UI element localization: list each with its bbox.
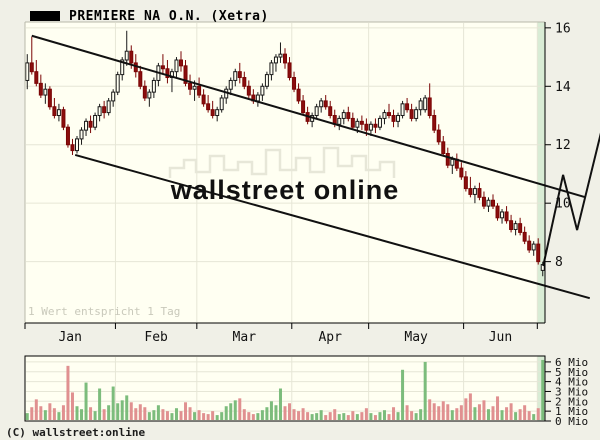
price-axis: 16 14 12 10 8 <box>545 21 571 270</box>
trend-channel <box>31 34 591 300</box>
svg-text:0 Mio: 0 Mio <box>555 415 588 428</box>
lower-channel-line <box>74 154 591 300</box>
svg-text:Jun: Jun <box>489 330 512 345</box>
period-note: 1 Wert entspricht 1 Tag <box>28 305 181 318</box>
svg-text:wallstreet online: wallstreet online <box>170 175 400 205</box>
svg-text:10: 10 <box>555 197 571 212</box>
candles <box>25 30 545 277</box>
plot-backgrounds <box>25 22 545 421</box>
copyright-label: (C) wallstreet:online <box>6 426 146 439</box>
svg-text:Feb: Feb <box>144 330 168 345</box>
projection-line <box>542 132 600 267</box>
upper-channel-line <box>31 34 586 199</box>
svg-text:2 Mio: 2 Mio <box>555 395 588 408</box>
svg-text:16: 16 <box>555 21 571 36</box>
svg-text:May: May <box>404 330 428 345</box>
svg-text:5 Mio: 5 Mio <box>555 366 588 379</box>
svg-text:14: 14 <box>555 80 571 95</box>
svg-text:3 Mio: 3 Mio <box>555 385 588 398</box>
svg-text:Mar: Mar <box>233 330 257 345</box>
svg-text:6 Mio: 6 Mio <box>555 356 588 369</box>
chart-title: PREMIERE NA O.N. (Xetra) <box>69 8 269 24</box>
svg-text:1 Mio: 1 Mio <box>555 405 588 418</box>
watermark: wallstreet online <box>168 146 400 205</box>
svg-text:Jan: Jan <box>58 330 81 345</box>
current-period-highlight-band <box>537 22 545 421</box>
svg-text:Apr: Apr <box>318 330 342 345</box>
series-color-swatch-icon <box>30 11 60 21</box>
chart-header: PREMIERE NA O.N. (Xetra) <box>30 8 269 24</box>
axes-frame <box>24 21 546 422</box>
svg-text:8: 8 <box>555 255 563 270</box>
svg-text:12: 12 <box>555 138 571 153</box>
volume-bars <box>25 359 545 420</box>
svg-text:4 Mio: 4 Mio <box>555 376 588 389</box>
time-axis: Jan Feb Mar Apr May Jun <box>24 323 538 345</box>
